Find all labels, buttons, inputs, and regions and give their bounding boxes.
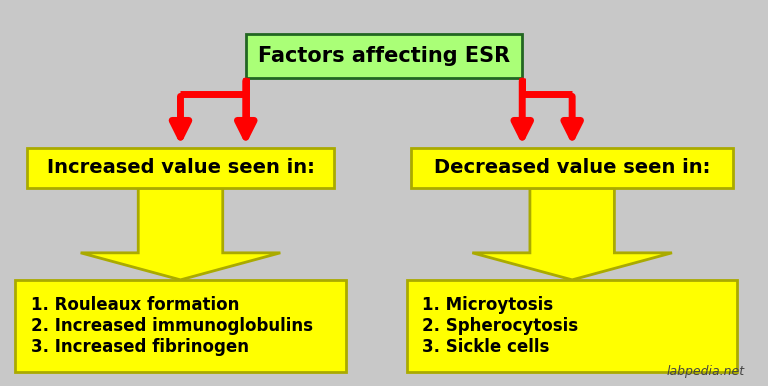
FancyBboxPatch shape [27,147,334,188]
FancyBboxPatch shape [15,280,346,372]
Text: Increased value seen in:: Increased value seen in: [47,158,314,178]
Text: labpedia.net: labpedia.net [667,365,745,378]
Polygon shape [81,188,280,280]
Text: Factors affecting ESR: Factors affecting ESR [258,46,510,66]
FancyBboxPatch shape [246,34,522,78]
FancyBboxPatch shape [411,147,733,188]
Text: 1. Rouleaux formation
2. Increased immunoglobulins
3. Increased fibrinogen: 1. Rouleaux formation 2. Increased immun… [31,296,313,356]
Text: 1. Microytosis
2. Spherocytosis
3. Sickle cells: 1. Microytosis 2. Spherocytosis 3. Sickl… [422,296,578,356]
Polygon shape [472,188,672,280]
FancyBboxPatch shape [407,280,737,372]
Text: Decreased value seen in:: Decreased value seen in: [434,158,710,178]
